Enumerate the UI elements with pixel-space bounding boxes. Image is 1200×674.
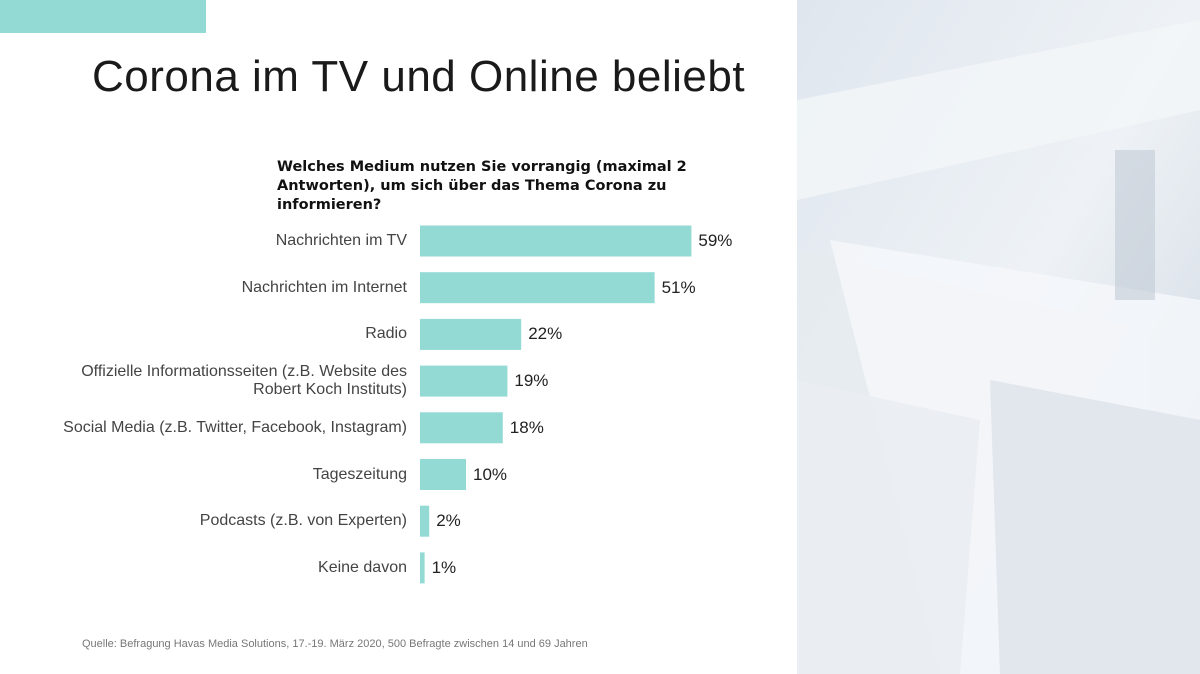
bar [420, 365, 508, 397]
category-label: Keine davon [318, 558, 407, 576]
slide-title: Corona im TV und Online beliebt [92, 52, 746, 101]
value-label: 59% [698, 231, 733, 250]
accent-bar [0, 0, 206, 33]
bar [420, 552, 425, 584]
bar [420, 225, 692, 257]
value-label: 2% [436, 511, 461, 531]
bar [420, 412, 503, 444]
value-label: 10% [473, 464, 508, 484]
category-label: Offizielle Informationsseiten (z.B. Webs… [81, 363, 407, 399]
category-label: Nachrichten im Internet [241, 278, 407, 296]
newspaper-photo [797, 0, 1200, 674]
value-label: 1% [431, 557, 457, 577]
category-label: Social Media (z.B. Twitter, Facebook, In… [63, 418, 407, 436]
category-label: Radio [365, 325, 407, 343]
value-label: 19% [514, 371, 549, 391]
value-label: 22% [528, 324, 563, 344]
category-label: Podcasts (z.B. von Experten) [199, 512, 407, 530]
chart-title: Welches Medium nutzen Sie vorrangig (max… [277, 159, 687, 213]
value-label: 18% [509, 417, 544, 437]
bar [420, 318, 522, 350]
category-label: Tageszeitung [312, 465, 407, 483]
bar [420, 272, 655, 304]
value-label: 51% [661, 277, 696, 297]
category-label: Nachrichten im TV [275, 232, 407, 249]
bar [420, 459, 466, 490]
source-note: Quelle: Befragung Havas Media Solutions,… [82, 638, 588, 650]
bar [420, 505, 430, 537]
